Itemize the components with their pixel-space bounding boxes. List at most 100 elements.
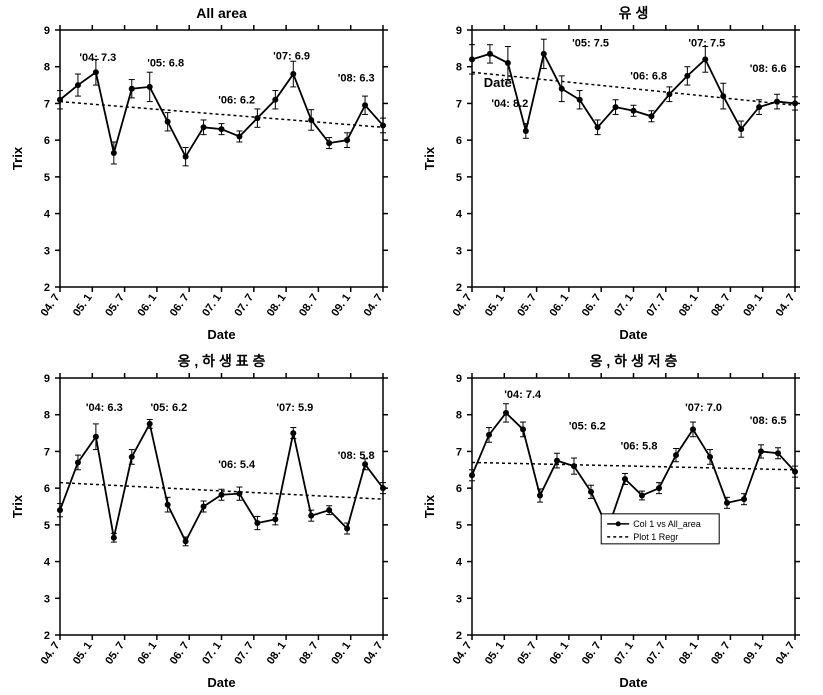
ytick-label: 3 xyxy=(44,593,50,605)
xtick-label: 08. 7 xyxy=(297,292,321,319)
data-marker xyxy=(75,459,81,465)
data-marker xyxy=(201,124,207,130)
annotation: '06: 5.8 xyxy=(620,440,657,452)
data-marker xyxy=(111,534,117,540)
annotation: '07: 5.9 xyxy=(276,402,313,414)
xtick-label: 05. 1 xyxy=(482,292,506,319)
data-marker xyxy=(720,93,726,99)
xtick-label: 04. 7 xyxy=(362,639,386,666)
xtick-label: 04. 7 xyxy=(362,292,386,319)
xtick-label: 04. 7 xyxy=(773,639,797,666)
legend-label: Col 1 vs All_area xyxy=(633,518,701,528)
data-marker xyxy=(219,491,225,497)
data-marker xyxy=(290,430,296,436)
panel-title: 유 생 xyxy=(618,5,648,21)
ytick-label: 7 xyxy=(455,446,461,458)
xtick-label: 05. 1 xyxy=(482,639,506,666)
xtick-label: 07. 7 xyxy=(232,292,256,319)
data-marker xyxy=(520,426,526,432)
chart-svg: All area2345678904. 705. 105. 706. 106. … xyxy=(0,0,411,347)
xtick-label: 09. 1 xyxy=(329,292,353,319)
data-marker xyxy=(576,97,582,103)
data-marker xyxy=(129,453,135,459)
y-axis-label: Trix xyxy=(10,494,25,518)
data-marker xyxy=(639,492,645,498)
xtick-label: 08. 7 xyxy=(708,292,732,319)
data-marker xyxy=(792,100,798,106)
xtick-label: 09. 1 xyxy=(741,292,765,319)
data-marker xyxy=(690,426,696,432)
data-marker xyxy=(486,431,492,437)
ytick-label: 5 xyxy=(455,172,461,184)
data-marker xyxy=(738,126,744,132)
annotation: '06: 6.2 xyxy=(218,94,255,106)
xtick-label: 04. 7 xyxy=(773,292,797,319)
data-marker xyxy=(656,485,662,491)
x-axis-label: Date xyxy=(619,675,647,690)
xtick-label: 06. 7 xyxy=(579,292,603,319)
data-marker xyxy=(724,499,730,505)
ytick-label: 9 xyxy=(455,25,461,37)
legend-label: Plot 1 Regr xyxy=(633,531,678,541)
data-marker xyxy=(707,453,713,459)
data-marker xyxy=(792,468,798,474)
data-marker xyxy=(183,154,189,160)
ytick-label: 4 xyxy=(44,209,51,221)
xtick-label: 08. 7 xyxy=(708,639,732,666)
data-marker xyxy=(344,525,350,531)
chart-panel-3: 옹 , 하 생 저 층2345678904. 705. 105. 706. 10… xyxy=(412,348,823,695)
chart-svg: 옹 , 하 생 저 층2345678904. 705. 105. 706. 10… xyxy=(412,348,823,695)
annotation: '07: 7.0 xyxy=(685,402,722,414)
ytick-label: 7 xyxy=(44,446,50,458)
ytick-label: 5 xyxy=(44,172,50,184)
annotation: '04: 6.3 xyxy=(86,402,123,414)
xtick-label: 07. 7 xyxy=(232,639,256,666)
data-marker xyxy=(93,433,99,439)
data-line xyxy=(472,54,795,131)
y-axis-label: Trix xyxy=(422,146,437,170)
data-marker xyxy=(756,104,762,110)
data-marker xyxy=(622,475,628,481)
ytick-label: 8 xyxy=(44,409,50,421)
data-marker xyxy=(254,520,260,526)
xtick-label: 06. 1 xyxy=(547,292,571,319)
data-marker xyxy=(558,86,564,92)
ytick-label: 3 xyxy=(44,245,50,257)
data-marker xyxy=(236,133,242,139)
panel-title: 옹 , 하 생 저 층 xyxy=(589,353,677,369)
data-marker xyxy=(503,409,509,415)
y-axis-label: Trix xyxy=(10,146,25,170)
data-marker xyxy=(362,102,368,108)
ytick-label: 8 xyxy=(455,62,461,74)
annotation: '05: 6.2 xyxy=(568,420,605,432)
data-marker xyxy=(75,82,81,88)
data-marker xyxy=(540,51,546,57)
data-marker xyxy=(165,119,171,125)
data-marker xyxy=(57,507,63,513)
annotation: '04: 7.4 xyxy=(504,389,542,401)
ytick-label: 3 xyxy=(455,245,461,257)
chart-panel-2: 옹 , 하 생 표 층2345678904. 705. 105. 706. 10… xyxy=(0,348,412,695)
xtick-label: 09. 1 xyxy=(741,639,765,666)
panel-title: All area xyxy=(196,5,247,21)
data-marker xyxy=(165,501,171,507)
y-axis-label: Trix xyxy=(422,494,437,518)
x-axis-label: Date xyxy=(207,327,235,342)
ytick-label: 9 xyxy=(44,25,50,37)
xtick-label: 08. 7 xyxy=(297,639,321,666)
xtick-label: 06. 1 xyxy=(547,639,571,666)
xtick-label: 07. 7 xyxy=(644,292,668,319)
ytick-label: 4 xyxy=(44,556,51,568)
annotation: '06: 5.4 xyxy=(218,458,256,470)
ytick-label: 5 xyxy=(455,519,461,531)
data-marker xyxy=(684,73,690,79)
data-marker xyxy=(380,122,386,128)
data-marker xyxy=(612,104,618,110)
extra-label: Date xyxy=(483,75,511,90)
data-marker xyxy=(673,452,679,458)
data-marker xyxy=(775,450,781,456)
data-marker xyxy=(290,71,296,77)
data-marker xyxy=(308,512,314,518)
annotation: '08: 6.5 xyxy=(749,414,786,426)
data-marker xyxy=(666,91,672,97)
